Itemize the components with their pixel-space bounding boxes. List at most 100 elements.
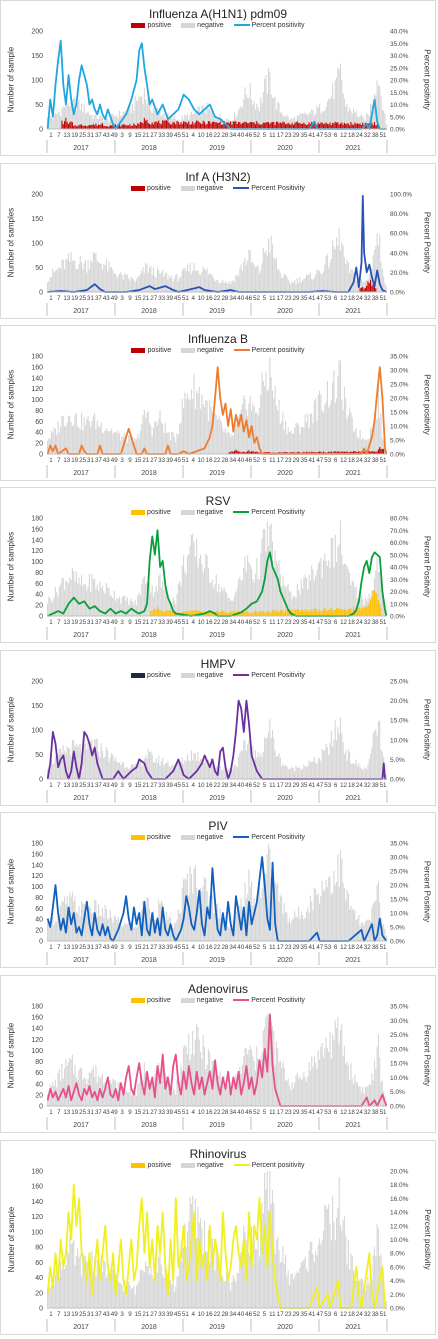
negative-bar: [243, 908, 245, 941]
positive-bar: [122, 124, 124, 129]
x-tick-label: 22: [214, 1109, 221, 1116]
negative-bar: [300, 1079, 302, 1106]
negative-bar: [294, 280, 296, 292]
negative-bar: [322, 111, 325, 129]
positive-bar: [350, 121, 352, 129]
negative-bar: [333, 1222, 335, 1308]
positive-bar: [356, 610, 359, 616]
positive-bar: [253, 611, 255, 616]
x-tick-label: 24: [356, 295, 363, 302]
negative-bar: [48, 921, 50, 941]
positive-bar: [299, 122, 301, 129]
negative-bar: [342, 1056, 344, 1106]
negative-bar: [101, 270, 104, 292]
negative-bar: [237, 416, 240, 454]
negative-bar: [239, 576, 241, 616]
negative-bar: [260, 897, 262, 941]
negative-bar: [231, 599, 233, 616]
negative-bar: [343, 888, 345, 941]
y-tick-label: 120: [31, 1037, 43, 1044]
negative-bar: [128, 1092, 130, 1106]
y-tick-label: 150: [31, 53, 43, 60]
negative-bar: [330, 400, 332, 454]
negative-bar: [111, 1269, 113, 1308]
x-tick-label: 28: [221, 944, 228, 951]
negative-bar: [121, 762, 123, 779]
chart-panel: Influenza A(H1N1) pdm09 positive negative P…: [0, 0, 436, 156]
positive-bar: [312, 123, 314, 129]
negative-bar: [177, 281, 179, 292]
negative-bar: [172, 281, 174, 292]
negative-bar: [118, 762, 121, 779]
positive-bar: [360, 125, 362, 129]
negative-bar: [234, 111, 236, 129]
positive-bar: [156, 606, 158, 616]
negative-bar: [133, 1088, 135, 1106]
negative-bar: [142, 578, 144, 616]
negative-bar: [167, 432, 169, 454]
negative-bar: [248, 249, 250, 292]
negative-bar: [77, 1247, 79, 1308]
positive-bar: [200, 123, 202, 129]
year-label: 2018: [141, 470, 157, 477]
x-tick-label: 27: [150, 1311, 157, 1318]
positive-bar: [209, 611, 211, 616]
negative-bar: [277, 269, 279, 292]
negative-bar: [147, 97, 149, 129]
negative-bar: [67, 906, 70, 941]
negative-bar: [219, 766, 221, 779]
positive-bar: [160, 610, 162, 616]
negative-bar: [146, 1071, 148, 1106]
negative-bar: [193, 1055, 195, 1106]
negative-bar: [176, 919, 178, 941]
positive-bar: [380, 448, 382, 454]
x-tick-label: 3: [120, 132, 124, 139]
positive-bar: [308, 122, 310, 129]
y-tick-label: 20: [35, 928, 43, 935]
negative-bar: [309, 1070, 311, 1106]
positive-bar: [176, 120, 178, 129]
negative-bar: [262, 1213, 264, 1308]
negative-bar: [205, 270, 207, 292]
legend-negative: negative: [180, 834, 223, 841]
y-tick-label: 100: [31, 78, 43, 85]
x-tick-label: 51: [380, 1311, 387, 1318]
negative-bar: [296, 767, 298, 779]
positive-bar: [245, 610, 247, 616]
y2-tick-label: 6.0%: [390, 1264, 405, 1271]
year-labels: 2017 2018 2019 2020 2021: [46, 627, 388, 640]
negative-bar: [60, 426, 62, 454]
negative-bar: [311, 413, 313, 454]
negative-bar: [133, 110, 135, 129]
legend-negative-swatch: [180, 672, 195, 678]
negative-bar: [70, 94, 72, 129]
negative-bar: [262, 380, 264, 454]
x-tick-label: 3: [120, 295, 124, 302]
negative-bar: [211, 580, 213, 616]
negative-bar: [67, 103, 70, 129]
positive-bar: [304, 609, 306, 616]
x-tick-label: 11: [269, 457, 276, 464]
negative-bar: [364, 767, 366, 779]
positive-bar: [135, 125, 138, 129]
negative-bar: [214, 281, 216, 292]
x-tick-label: 1: [49, 1109, 53, 1116]
negative-bar: [334, 534, 336, 616]
negative-bar: [308, 760, 310, 779]
x-tick-label: 40: [237, 132, 244, 139]
negative-bar: [116, 1274, 118, 1308]
positive-bar: [82, 125, 84, 129]
negative-bar: [142, 415, 144, 454]
negative-bar: [92, 579, 94, 616]
legend-negative: negative: [181, 22, 224, 29]
negative-bar: [248, 97, 250, 129]
negative-bar: [198, 893, 200, 941]
negative-bar: [201, 271, 203, 292]
year-label: 2019: [209, 308, 225, 315]
positive-bar: [285, 124, 287, 129]
negative-bar: [247, 744, 249, 779]
negative-bar: [338, 886, 340, 941]
positive-bar: [359, 452, 361, 454]
negative-bar: [196, 271, 198, 292]
negative-bar: [124, 595, 126, 616]
